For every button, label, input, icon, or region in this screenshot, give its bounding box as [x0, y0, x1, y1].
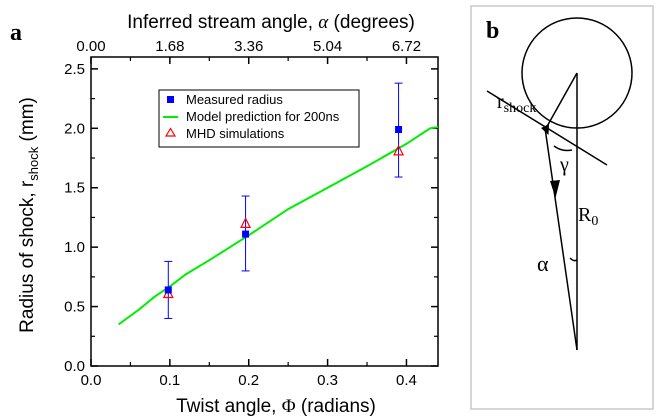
model-prediction-line [118, 126, 439, 326]
panel-b-frame [470, 5, 654, 410]
alpha-arc [569, 257, 578, 262]
top-tick-label: 1.68 [155, 38, 184, 55]
top-tick-label: 6.72 [392, 38, 421, 55]
x-tick-label: 0.3 [317, 372, 338, 389]
y-tick-label: 0.0 [64, 358, 85, 375]
y-tick-label: 2.5 [64, 61, 85, 78]
x-tick-label: 0.4 [396, 372, 417, 389]
top-tick-label: 3.36 [234, 38, 263, 55]
legend-measured-marker [167, 96, 174, 103]
alpha-label: α [537, 251, 549, 276]
y-tick-label: 1.5 [64, 180, 85, 197]
plot-area [118, 82, 439, 326]
stream-line [544, 127, 578, 351]
legend-model-label: Model prediction for 200ns [186, 109, 340, 124]
measured-radius-point [164, 286, 172, 294]
y-axis-title: Radius of shock, rshock (mm) [17, 97, 41, 333]
mhd-simulation-point [240, 217, 252, 228]
gamma-arc [553, 145, 573, 152]
r-shock-radius [544, 72, 578, 131]
measured-radius-point [395, 125, 403, 133]
shock-diagram [486, 17, 633, 351]
measured-radius-point [242, 230, 250, 238]
r-shock-label: rshock [497, 91, 536, 116]
panel-b-label: b [486, 18, 499, 44]
mhd-simulation-point [393, 144, 405, 156]
plot-frame [90, 56, 439, 367]
legend-mhd-label: MHD simulations [186, 126, 285, 141]
axis-tick-labels: 0.0 0.1 0.2 0.3 0.4 0.0 0.5 1.0 1.5 2.0 2.5 0.00 1.6… [64, 38, 421, 389]
r0-label: R0 [578, 204, 598, 229]
y-tick-label: 2.0 [64, 120, 85, 137]
x-tick-label: 0.2 [238, 372, 259, 389]
legend-measured-label: Measured radius [186, 92, 283, 107]
r-shock-arrowhead [541, 124, 549, 135]
x-tick-label: 0.0 [81, 372, 102, 389]
top-axis-title: Inferred stream angle, α (degrees) [127, 12, 415, 33]
y-tick-label: 0.5 [64, 299, 85, 316]
stream-direction-arrow [550, 180, 560, 198]
top-tick-label: 5.04 [313, 38, 342, 55]
panel-a-label: a [10, 20, 22, 46]
legend: Measured radius Model prediction for 200… [158, 89, 360, 148]
y-tick-label: 1.0 [64, 239, 85, 256]
legend-mhd-marker [164, 127, 177, 137]
legend-box [158, 89, 360, 148]
x-axis-title: Twist angle, Φ (radians) [176, 396, 376, 417]
gamma-label: γ [559, 154, 569, 176]
x-tick-label: 0.1 [159, 372, 180, 389]
top-tick-label: 0.00 [76, 38, 105, 55]
